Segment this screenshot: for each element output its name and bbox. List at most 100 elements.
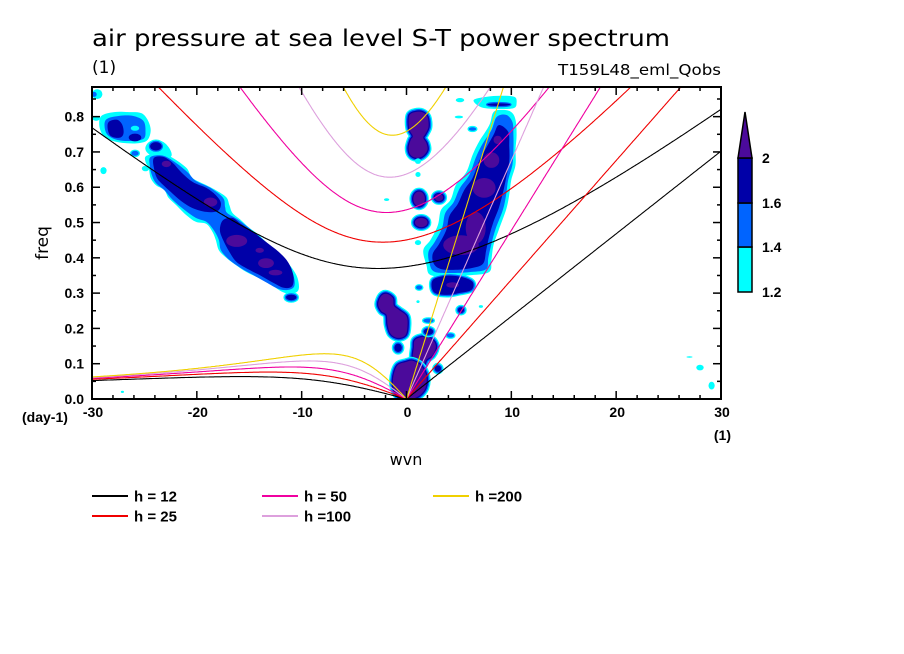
contour-region <box>472 178 496 198</box>
contour-region <box>443 235 479 256</box>
contour-region <box>394 343 402 352</box>
rossby-wave-curve-h25 <box>92 371 407 399</box>
contour-region <box>414 217 428 228</box>
legend: h = 12 h = 25 h = 50 h =100 h =200 <box>92 489 522 526</box>
kelvin-wave-curve-h12 <box>406 150 721 399</box>
y-tick-label: 0.5 <box>65 215 85 231</box>
legend-item: h = 50 <box>262 489 347 506</box>
y-axis-label: freq <box>33 226 53 260</box>
x-tick-label: -20 <box>188 404 208 420</box>
contour-region <box>455 98 465 103</box>
inertio-gravity-wave-curve-h50 <box>239 87 551 214</box>
y-tick-label: 0.6 <box>65 179 85 195</box>
contour-region <box>153 156 221 213</box>
x-axis-units: (1) <box>714 427 731 443</box>
contour-region <box>415 172 421 177</box>
legend-item: h =200 <box>433 489 522 506</box>
kelvin-wave-curve-h50 <box>406 87 602 399</box>
contour-region <box>454 115 464 119</box>
contour-region <box>150 142 162 151</box>
contour-region <box>446 333 455 338</box>
contour-region <box>131 150 139 156</box>
legend-label: h =100 <box>304 509 351 526</box>
legend-item: h = 12 <box>92 489 177 506</box>
colorbar-label: 1.4 <box>762 239 782 255</box>
colorbar-segment <box>737 202 753 248</box>
rossby-wave-curve-h100 <box>92 360 407 399</box>
contour-region <box>378 293 408 338</box>
x-tick-label: 0 <box>404 404 412 420</box>
contour-region <box>130 125 140 131</box>
contour-region <box>203 197 218 207</box>
contour-region <box>161 160 172 168</box>
contour-region <box>493 135 502 145</box>
rossby-wave-curve-h200 <box>92 353 407 399</box>
chart-title: air pressure at sea level S-T power spec… <box>92 26 670 52</box>
y-tick-labels: 0.0 0.1 0.2 0.3 0.4 0.5 0.6 0.7 0.8 <box>65 109 85 407</box>
contour-region <box>414 240 422 246</box>
experiment-label: T159L48_eml_Qobs <box>557 61 721 80</box>
legend-item: h =100 <box>262 509 351 526</box>
contour-region <box>478 305 483 308</box>
y-tick-label: 0.2 <box>65 320 85 336</box>
contour-region <box>120 390 124 393</box>
kelvin-wave-curve-h200 <box>405 87 505 399</box>
contour-region <box>286 294 297 301</box>
x-tick-label: -10 <box>293 404 313 420</box>
rossby-wave-curve-h50 <box>92 366 407 399</box>
legend-label: h =200 <box>475 489 522 506</box>
y-axis-units: (day-1) <box>22 409 68 425</box>
x-tick-label: 10 <box>505 404 521 420</box>
colorbar-extension-triangle <box>737 111 753 159</box>
legend-label: h = 25 <box>134 509 177 526</box>
colorbar: 1.2 1.4 1.6 2 <box>737 111 782 300</box>
contour-layer <box>92 89 715 399</box>
colorbar-label: 1.6 <box>762 195 782 211</box>
x-tick-labels: -30 -20 -10 0 10 20 30 <box>83 404 730 420</box>
x-tick-label: -30 <box>83 404 103 420</box>
y-tick-label: 0.1 <box>65 356 85 372</box>
contour-region <box>100 167 107 175</box>
contour-region <box>423 328 434 335</box>
colorbar-label: 2 <box>762 150 770 166</box>
legend-item: h = 25 <box>92 509 177 526</box>
contour-region <box>423 318 434 323</box>
dispersion-curves-layer <box>92 87 721 399</box>
contour-region <box>416 300 420 303</box>
contour-region <box>468 127 477 131</box>
contour-region <box>226 234 248 247</box>
contour-region <box>465 211 486 244</box>
contour-region <box>434 365 441 372</box>
inertio-gravity-wave-curve-h25 <box>157 87 632 243</box>
contour-region <box>413 191 425 207</box>
y-tick-label: 0.3 <box>65 285 85 301</box>
plot-frame <box>91 86 722 400</box>
y-tick-label: 0.4 <box>65 250 85 266</box>
contour-region <box>268 269 283 276</box>
colorbar-segment <box>737 246 753 293</box>
kelvin-wave-curve-h100 <box>405 87 545 399</box>
units-label: (1) <box>92 58 116 78</box>
y-tick-label: 0.7 <box>65 144 85 160</box>
x-tick-label: 20 <box>609 404 625 420</box>
contour-region <box>128 133 142 142</box>
y-tick-label: 0.0 <box>65 391 85 407</box>
kelvin-wave-curve-h25 <box>406 87 682 399</box>
contour-region <box>416 285 423 290</box>
inertio-gravity-wave-curve-h100 <box>298 87 492 178</box>
contour-region <box>483 152 500 168</box>
contour-region <box>487 103 511 106</box>
contour-region <box>255 247 264 253</box>
contour-region <box>414 158 422 164</box>
inertio-gravity-wave-curve-h12 <box>92 108 721 270</box>
inertio-gravity-wave-curve-h200 <box>342 87 447 136</box>
contour-region <box>696 364 704 371</box>
x-axis-label: wvn <box>390 450 423 469</box>
contour-region <box>384 198 390 202</box>
contour-region <box>708 381 715 390</box>
colorbar-segment <box>737 157 753 204</box>
legend-label: h = 12 <box>134 489 177 506</box>
contour-region <box>686 356 693 358</box>
